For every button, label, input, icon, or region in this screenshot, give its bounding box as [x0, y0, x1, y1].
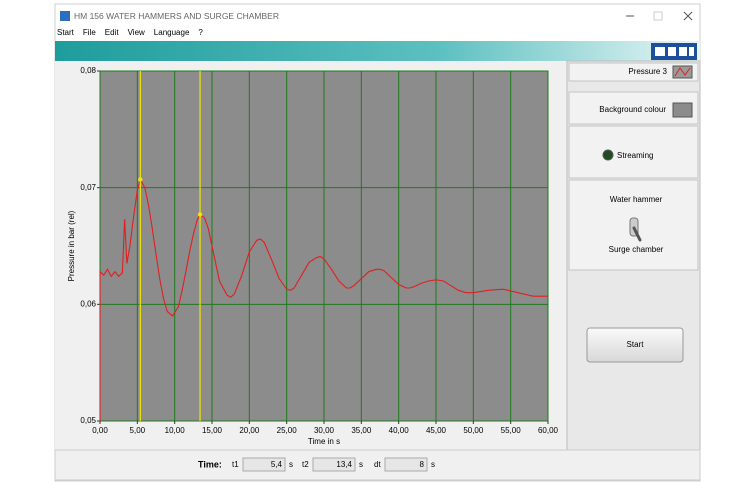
toggle-lever [632, 226, 642, 242]
field-name: dt [374, 460, 381, 469]
banner [55, 41, 700, 61]
x-tick-label: 10,00 [165, 426, 186, 435]
y-tick-label: 0,05 [80, 416, 96, 425]
x-tick-label: 35,00 [351, 426, 372, 435]
app-icon [60, 11, 70, 21]
close-button[interactable] [683, 11, 693, 21]
x-tick-label: 25,00 [277, 426, 298, 435]
field-value: 13,4 [336, 460, 352, 469]
field-value: 8 [420, 460, 425, 469]
streaming-section [568, 125, 699, 179]
x-tick-label: 30,00 [314, 426, 335, 435]
start-button-label: Start [627, 340, 645, 349]
field-box [384, 457, 428, 472]
legend-line [674, 67, 691, 77]
background-swatch[interactable] [672, 102, 693, 118]
plot: 0,05 0,06 0,07 0,08 0,00 5,00 10,00 15,00 20,00 2… [67, 66, 558, 446]
x-tick-label: 0,00 [92, 426, 108, 435]
y-tick-label: 0,06 [80, 299, 96, 308]
field-box [312, 457, 356, 472]
field-value: 5,4 [271, 460, 283, 469]
switch-bottom-label: Surge chamber [609, 245, 664, 254]
field-unit: s [431, 460, 435, 469]
status-fields: t1 5,4 s t2 13,4 s dt 8 s [232, 457, 435, 472]
x-tick-label: 50,00 [463, 426, 484, 435]
y-axis-label: Pressure in bar (rel) [67, 210, 76, 281]
status-label: Time: [198, 459, 222, 469]
x-axis-label: Time in s [308, 437, 340, 446]
status-bar [54, 449, 701, 481]
streaming-led [602, 149, 614, 161]
field-unit: s [289, 460, 293, 469]
x-tick-label: 20,00 [239, 426, 260, 435]
field-name: t2 [302, 460, 309, 469]
y-tick-label: 0,07 [80, 183, 96, 192]
menu-item[interactable]: View [128, 28, 145, 37]
x-tick-label: 40,00 [389, 426, 410, 435]
field-box [242, 457, 286, 472]
menu-item[interactable]: Start [57, 28, 75, 37]
menu-item[interactable]: ? [198, 28, 203, 37]
menu-item[interactable]: File [83, 28, 96, 37]
field-unit: s [359, 460, 363, 469]
streaming-label: Streaming [617, 151, 653, 160]
x-tick-label: 45,00 [426, 426, 447, 435]
y-tick-label: 0,08 [80, 66, 96, 75]
x-tick-label: 60,00 [538, 426, 559, 435]
menu-item[interactable]: Language [154, 28, 190, 37]
logo-mark [655, 47, 694, 56]
x-tick-label: 5,00 [130, 426, 146, 435]
legend-box [568, 62, 699, 82]
x-tick-label: 55,00 [501, 426, 522, 435]
menu-item[interactable]: Edit [105, 28, 120, 37]
window-title: HM 156 WATER HAMMERS AND SURGE CHAMBER [74, 11, 279, 21]
background-label: Background colour [599, 105, 666, 114]
switch-top-label: Water hammer [610, 195, 663, 204]
legend-label: Pressure 3 [628, 67, 667, 76]
x-tick-label: 15,00 [202, 426, 223, 435]
cursor-point [138, 177, 143, 182]
maximize-button[interactable] [653, 11, 663, 21]
start-button[interactable] [586, 327, 684, 363]
field-name: t1 [232, 460, 239, 469]
menu-bar: Start File Edit View Language? [57, 28, 203, 37]
cursor-point [197, 212, 203, 217]
